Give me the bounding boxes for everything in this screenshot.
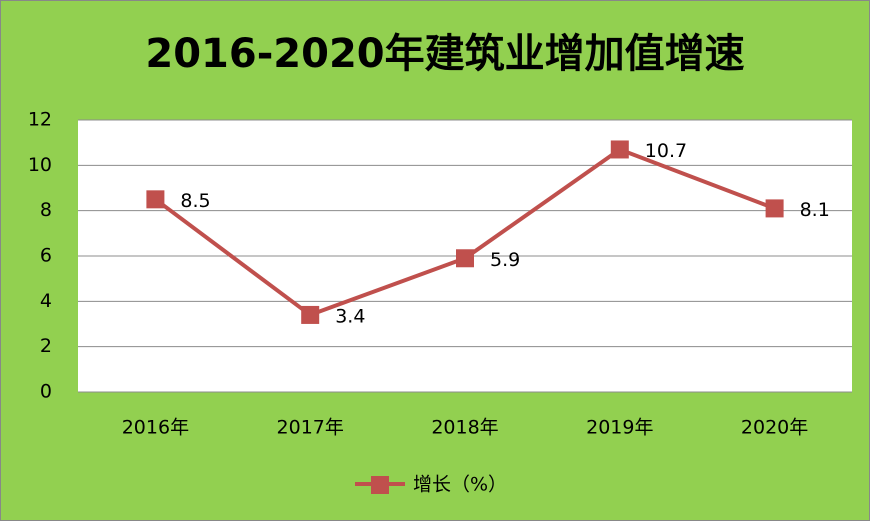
data-label: 8.1 <box>800 199 830 221</box>
data-label: 5.9 <box>490 249 520 271</box>
x-tick-label: 2017年 <box>277 417 344 439</box>
data-label: 8.5 <box>180 190 210 212</box>
legend-marker <box>371 476 389 494</box>
y-tick-label: 12 <box>28 109 52 131</box>
x-tick-label: 2016年 <box>122 417 189 439</box>
y-tick-label: 10 <box>28 154 52 176</box>
point-marker <box>765 199 784 218</box>
chart-title: 2016-2020年建筑业增加值增速 <box>145 31 744 77</box>
point-marker <box>456 249 474 268</box>
data-label: 10.7 <box>645 140 687 162</box>
x-tick-label: 2018年 <box>431 417 498 439</box>
y-tick-label: 8 <box>40 199 52 221</box>
x-tick-label: 2020年 <box>741 417 808 439</box>
point-marker <box>301 305 320 324</box>
y-tick-label: 6 <box>40 245 52 267</box>
y-tick-label: 4 <box>40 290 52 312</box>
point-marker <box>146 190 165 209</box>
legend-label: 增长（%） <box>413 474 507 496</box>
x-tick-label: 2019年 <box>586 417 653 439</box>
data-label: 3.4 <box>335 305 365 327</box>
y-tick-label: 0 <box>40 381 52 403</box>
y-tick-label: 2 <box>40 335 52 357</box>
point-marker <box>610 140 629 159</box>
